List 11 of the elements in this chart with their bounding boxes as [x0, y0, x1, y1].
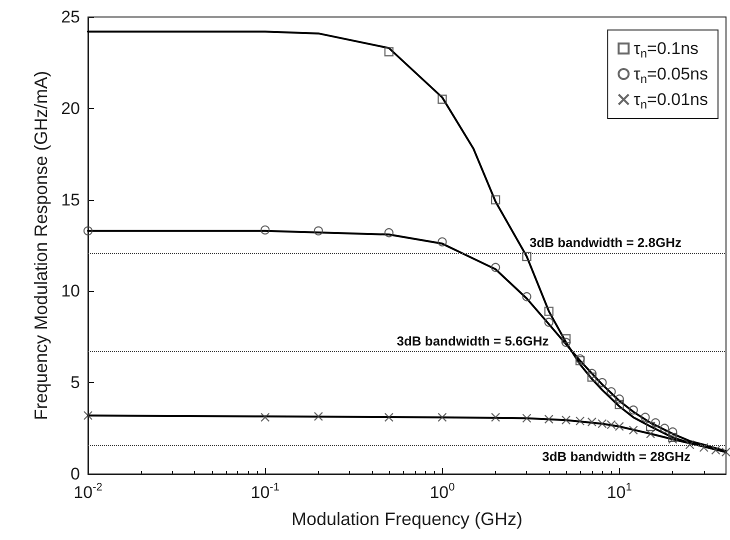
annotation: 3dB bandwidth = 2.8GHz — [529, 234, 682, 250]
y-tick-label: 15 — [61, 190, 80, 210]
annotation: 3dB bandwidth = 5.6GHz — [396, 334, 550, 349]
y-tick-label: 0 — [70, 464, 80, 484]
y-tick-label: 10 — [61, 282, 80, 301]
y-tick-label: 20 — [61, 98, 80, 118]
x-axis-title: Modulation Frequency (GHz) — [291, 509, 523, 529]
y-tick-label: 25 — [61, 8, 80, 26]
y-axis-title: Frequency Modulation Response (GHz/mA) — [31, 70, 52, 420]
y-tick-label: 5 — [70, 373, 80, 392]
annotation: 3dB bandwidth = 28GHz — [542, 448, 692, 464]
